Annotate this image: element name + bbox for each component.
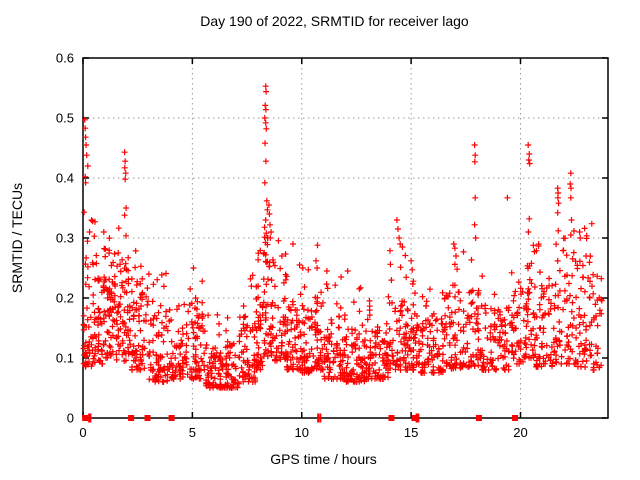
- y-tick-label: 0.4: [56, 171, 74, 186]
- scatter-points: [80, 83, 605, 391]
- x-tick-label: 20: [513, 425, 527, 440]
- chart-title: Day 190 of 2022, SRMTID for receiver lag…: [200, 13, 469, 29]
- y-tick-label: 0.1: [56, 351, 74, 366]
- y-tick-label: 0.6: [56, 51, 74, 66]
- tick-labels: 0 5 10 15 20 0 0.1 0.2 0.3 0.4 0.5 0.6: [56, 51, 528, 441]
- x-tick-label: 5: [189, 425, 196, 440]
- x-tick-label: 0: [79, 425, 86, 440]
- x-tick-label: 15: [404, 425, 418, 440]
- zero-value-markers: [82, 413, 519, 423]
- y-tick-label: 0.2: [56, 291, 74, 306]
- y-tick-label: 0: [67, 411, 74, 426]
- x-tick-label: 10: [295, 425, 309, 440]
- y-axis-label: SRMTID / TECUs: [9, 183, 25, 293]
- y-tick-label: 0.5: [56, 111, 74, 126]
- y-tick-label: 0.3: [56, 231, 74, 246]
- x-axis-label: GPS time / hours: [270, 451, 377, 467]
